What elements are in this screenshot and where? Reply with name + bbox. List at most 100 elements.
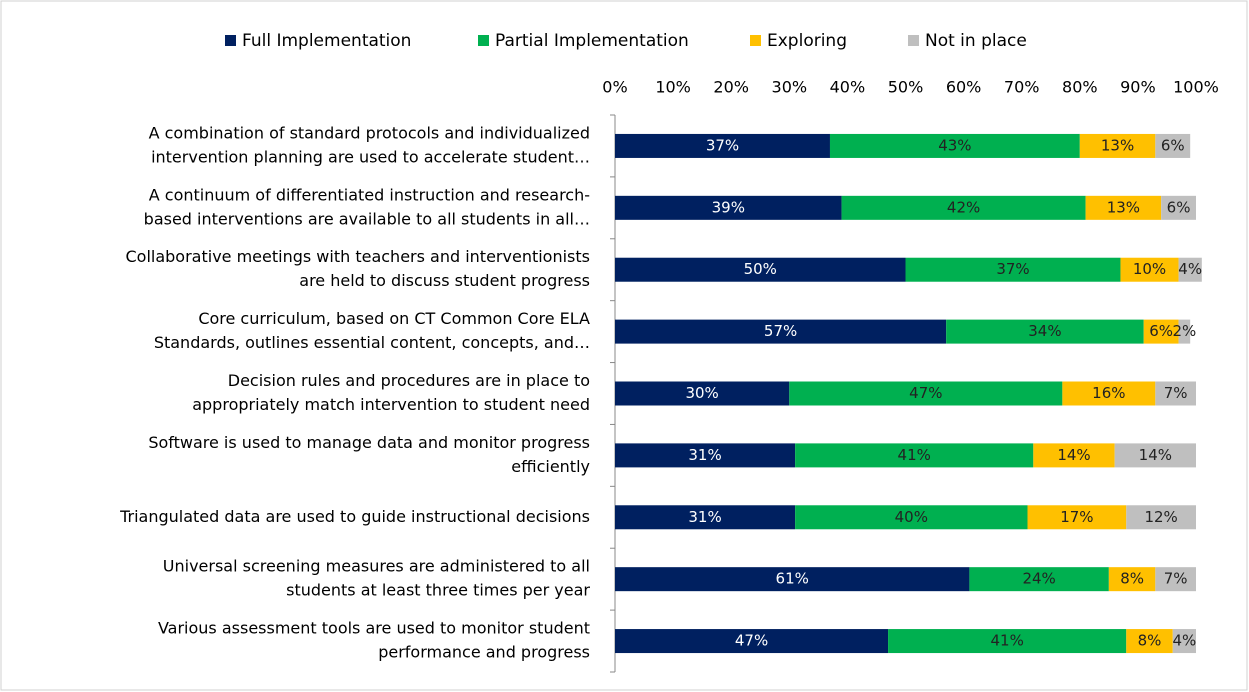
category-label: Universal screening measures are adminis… bbox=[163, 557, 590, 576]
value-label: 47% bbox=[909, 384, 942, 402]
x-tick-label: 60% bbox=[946, 78, 982, 97]
x-tick-label: 80% bbox=[1062, 78, 1098, 97]
value-label: 6% bbox=[1149, 322, 1173, 340]
bar-segment bbox=[946, 319, 1144, 344]
legend-swatch bbox=[750, 35, 761, 46]
value-label: 8% bbox=[1138, 632, 1162, 650]
category-label: Various assessment tools are used to mon… bbox=[158, 619, 590, 638]
bar-segment bbox=[615, 505, 796, 530]
bar-segment bbox=[1143, 319, 1179, 344]
bar-segment bbox=[615, 319, 947, 344]
value-label: 43% bbox=[938, 136, 971, 154]
value-label: 42% bbox=[947, 198, 980, 216]
bar-segment bbox=[829, 133, 1080, 158]
x-tick-label: 90% bbox=[1120, 78, 1156, 97]
bar-segment bbox=[1033, 443, 1115, 468]
value-label: 16% bbox=[1092, 384, 1125, 402]
category-label: Decision rules and procedures are in pla… bbox=[228, 371, 590, 390]
legend-swatch bbox=[225, 35, 236, 46]
value-label: 31% bbox=[688, 508, 721, 526]
value-label: 10% bbox=[1133, 260, 1166, 278]
value-label: 39% bbox=[712, 198, 745, 216]
x-tick-label: 70% bbox=[1004, 78, 1040, 97]
bar-segment bbox=[1178, 319, 1191, 344]
category-label: appropriately match intervention to stud… bbox=[192, 395, 590, 414]
x-tick-label: 30% bbox=[772, 78, 808, 97]
value-label: 47% bbox=[735, 632, 768, 650]
value-label: 31% bbox=[688, 446, 721, 464]
bar-segment bbox=[615, 629, 889, 654]
legend-label: Exploring bbox=[767, 31, 847, 51]
value-label: 12% bbox=[1144, 508, 1177, 526]
value-label: 2% bbox=[1172, 322, 1196, 340]
value-label: 14% bbox=[1139, 446, 1172, 464]
bar-segment bbox=[615, 443, 796, 468]
x-tick-label: 50% bbox=[888, 78, 924, 97]
legend-swatch bbox=[908, 35, 919, 46]
category-label: based interventions are available to all… bbox=[144, 209, 590, 228]
x-tick-label: 0% bbox=[602, 78, 627, 97]
bar-segment bbox=[1062, 381, 1156, 406]
bar-segment bbox=[795, 505, 1028, 530]
bar-segment bbox=[1161, 195, 1196, 220]
value-label: 13% bbox=[1107, 198, 1140, 216]
value-label: 6% bbox=[1167, 198, 1191, 216]
bar-segment bbox=[615, 567, 970, 592]
category-label: students at least three times per year bbox=[286, 581, 590, 600]
value-label: 4% bbox=[1178, 260, 1202, 278]
bar-segment bbox=[841, 195, 1086, 220]
value-label: 50% bbox=[744, 260, 777, 278]
value-label: 34% bbox=[1028, 322, 1061, 340]
category-label: Core curriculum, based on CT Common Core… bbox=[198, 309, 590, 328]
value-label: 37% bbox=[996, 260, 1029, 278]
category-label: A continuum of differentiated instructio… bbox=[149, 185, 590, 204]
legend-label: Not in place bbox=[925, 31, 1027, 51]
bar-segment bbox=[1120, 257, 1179, 282]
category-label: Standards, outlines essential content, c… bbox=[154, 333, 590, 352]
value-label: 7% bbox=[1164, 570, 1188, 588]
bar-segment bbox=[1172, 629, 1196, 654]
category-label: Triangulated data are used to guide inst… bbox=[119, 507, 590, 526]
bar-segment bbox=[1178, 257, 1202, 282]
value-label: 13% bbox=[1101, 136, 1134, 154]
bar-segment bbox=[888, 629, 1127, 654]
category-label: efficiently bbox=[511, 457, 590, 476]
bar-segment bbox=[1085, 195, 1162, 220]
value-label: 40% bbox=[895, 508, 928, 526]
bar-segment bbox=[795, 443, 1034, 468]
bar-segment bbox=[1126, 505, 1196, 530]
x-tick-label: 20% bbox=[713, 78, 749, 97]
value-label: 41% bbox=[991, 632, 1024, 650]
bar-segment bbox=[1155, 133, 1191, 158]
bar-segment bbox=[615, 381, 790, 406]
bar-segment bbox=[1155, 381, 1196, 406]
bar-segment bbox=[615, 133, 830, 158]
category-label: intervention planning are used to accele… bbox=[151, 147, 590, 166]
bar-segment bbox=[789, 381, 1063, 406]
value-label: 57% bbox=[764, 322, 797, 340]
value-label: 30% bbox=[685, 384, 718, 402]
category-label: Software is used to manage data and moni… bbox=[148, 433, 590, 452]
bar-segment bbox=[1108, 567, 1156, 592]
x-tick-label: 10% bbox=[655, 78, 691, 97]
bar-segment bbox=[1027, 505, 1127, 530]
value-label: 17% bbox=[1060, 508, 1093, 526]
category-label: performance and progress bbox=[378, 643, 590, 662]
value-label: 37% bbox=[706, 136, 739, 154]
bar-segment bbox=[615, 257, 906, 282]
value-label: 14% bbox=[1057, 446, 1090, 464]
category-label: Collaborative meetings with teachers and… bbox=[125, 247, 590, 266]
bar-segment bbox=[1079, 133, 1156, 158]
value-label: 4% bbox=[1172, 632, 1196, 650]
legend-label: Partial Implementation bbox=[495, 31, 689, 51]
x-tick-label: 100% bbox=[1173, 78, 1219, 97]
x-tick-label: 40% bbox=[830, 78, 866, 97]
bar-segment bbox=[1126, 629, 1173, 654]
value-label: 6% bbox=[1161, 136, 1185, 154]
bar-segment bbox=[615, 195, 842, 220]
bar-segment bbox=[1155, 567, 1196, 592]
value-label: 7% bbox=[1164, 384, 1188, 402]
bar-segment bbox=[969, 567, 1109, 592]
legend-label: Full Implementation bbox=[242, 31, 411, 51]
